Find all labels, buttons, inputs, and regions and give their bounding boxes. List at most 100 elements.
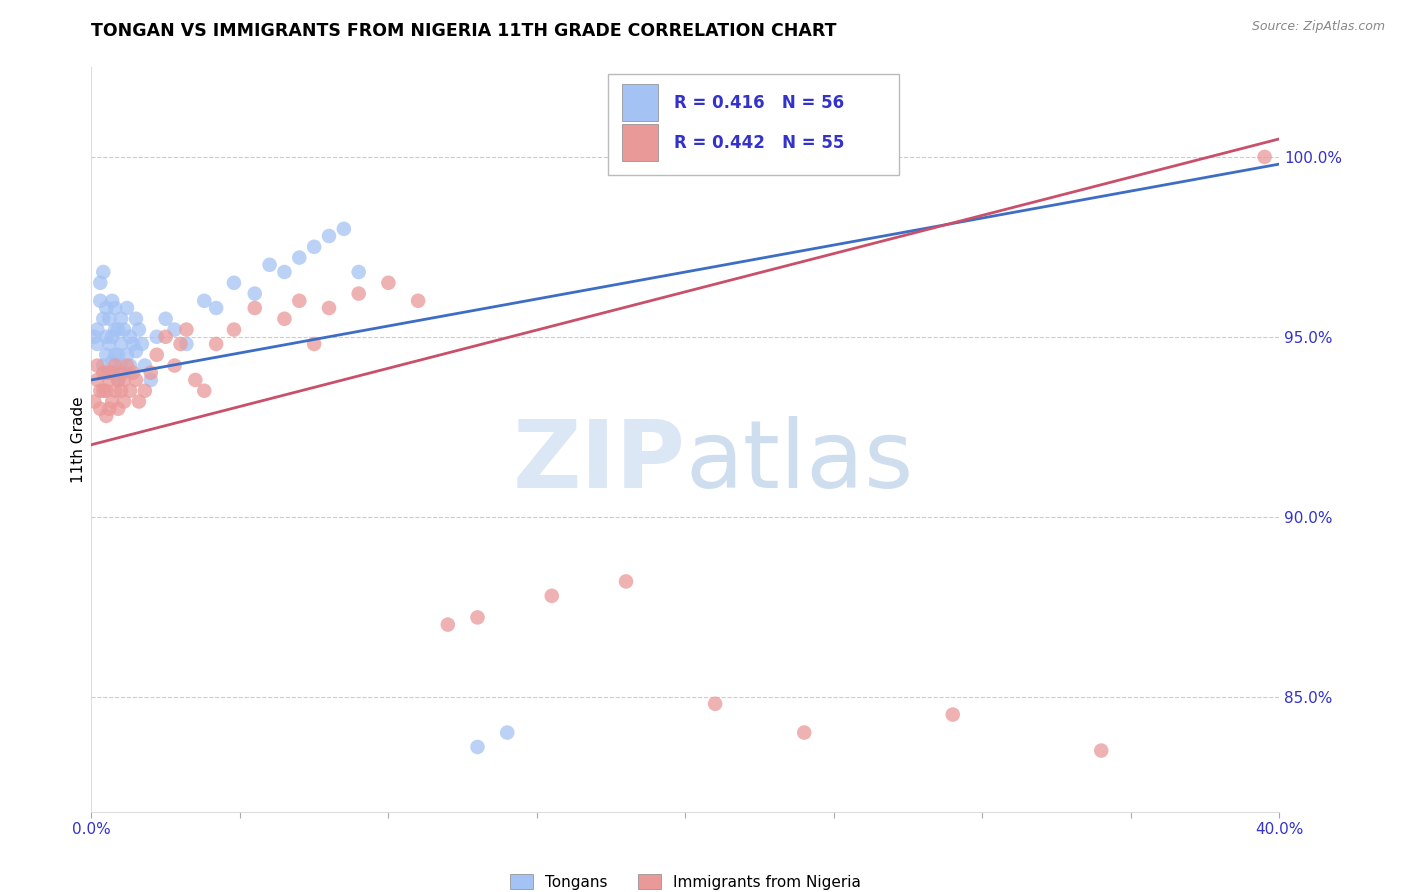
Point xyxy=(91,311,114,326)
Point xyxy=(704,697,727,711)
Point xyxy=(83,394,105,409)
Point xyxy=(115,301,138,315)
Point xyxy=(128,394,150,409)
Point xyxy=(98,311,121,326)
Point xyxy=(110,384,132,398)
Point xyxy=(496,725,519,739)
Point xyxy=(96,348,118,362)
Point xyxy=(96,409,118,423)
Point xyxy=(96,330,118,344)
Point xyxy=(118,384,141,398)
Point xyxy=(436,617,458,632)
Point xyxy=(273,311,295,326)
Point xyxy=(115,348,138,362)
Point xyxy=(333,222,356,236)
Point xyxy=(91,265,114,279)
Point xyxy=(1090,743,1112,757)
Point xyxy=(96,301,118,315)
Point xyxy=(793,725,815,739)
Point xyxy=(98,401,121,416)
Point xyxy=(318,301,340,315)
Point xyxy=(118,330,141,344)
Point xyxy=(302,240,325,254)
Point xyxy=(112,394,135,409)
Point xyxy=(86,359,108,373)
Point xyxy=(86,373,108,387)
Point xyxy=(288,293,311,308)
Text: Source: ZipAtlas.com: Source: ZipAtlas.com xyxy=(1251,20,1385,33)
Point xyxy=(128,322,150,336)
Point xyxy=(318,229,340,244)
Point xyxy=(86,337,108,351)
Point xyxy=(125,311,148,326)
Point xyxy=(104,322,127,336)
Point xyxy=(259,258,281,272)
Point xyxy=(288,251,311,265)
Point xyxy=(134,359,156,373)
Text: ZIP: ZIP xyxy=(513,416,685,508)
Point xyxy=(243,286,266,301)
Point xyxy=(104,348,127,362)
Point xyxy=(193,384,215,398)
Point xyxy=(222,276,245,290)
Point xyxy=(96,384,118,398)
Point xyxy=(98,373,121,387)
Point xyxy=(104,384,127,398)
Point xyxy=(347,265,370,279)
Point xyxy=(139,366,162,380)
Legend: Tongans, Immigrants from Nigeria: Tongans, Immigrants from Nigeria xyxy=(510,874,860,889)
Point xyxy=(83,330,105,344)
Point xyxy=(176,322,198,336)
Point xyxy=(110,359,132,373)
Point xyxy=(125,373,148,387)
Point xyxy=(86,322,108,336)
Point xyxy=(89,276,111,290)
Point xyxy=(104,359,127,373)
Point xyxy=(110,366,132,380)
Point xyxy=(101,330,124,344)
Point xyxy=(101,394,124,409)
Point xyxy=(112,373,135,387)
Point xyxy=(122,366,145,380)
Point xyxy=(125,344,148,359)
Point xyxy=(110,337,132,351)
Point xyxy=(1253,150,1275,164)
Point xyxy=(205,337,228,351)
Point xyxy=(347,286,370,301)
Point xyxy=(98,337,121,351)
Point xyxy=(96,366,118,380)
Point xyxy=(406,293,429,308)
Point xyxy=(101,293,124,308)
Text: R = 0.416   N = 56: R = 0.416 N = 56 xyxy=(673,94,844,112)
Text: R = 0.442   N = 55: R = 0.442 N = 55 xyxy=(673,134,844,152)
Point xyxy=(107,373,129,387)
Bar xyxy=(623,84,658,121)
Point xyxy=(118,359,141,373)
FancyBboxPatch shape xyxy=(609,74,900,175)
Point xyxy=(377,276,399,290)
Point xyxy=(205,301,228,315)
Point xyxy=(145,330,167,344)
Point xyxy=(131,337,153,351)
Point xyxy=(176,337,198,351)
Point xyxy=(163,322,186,336)
Point xyxy=(110,311,132,326)
Point xyxy=(91,384,114,398)
Point xyxy=(139,373,162,387)
Point xyxy=(184,373,207,387)
Point xyxy=(155,330,177,344)
Point xyxy=(273,265,295,279)
Point xyxy=(91,366,114,380)
Point xyxy=(101,366,124,380)
Point xyxy=(155,311,177,326)
Point xyxy=(112,322,135,336)
Point xyxy=(107,322,129,336)
Point xyxy=(89,384,111,398)
Text: atlas: atlas xyxy=(685,416,914,508)
Point xyxy=(89,401,111,416)
Point xyxy=(169,337,191,351)
Point xyxy=(112,366,135,380)
Point xyxy=(104,301,127,315)
Point xyxy=(98,366,121,380)
Point xyxy=(91,359,114,373)
